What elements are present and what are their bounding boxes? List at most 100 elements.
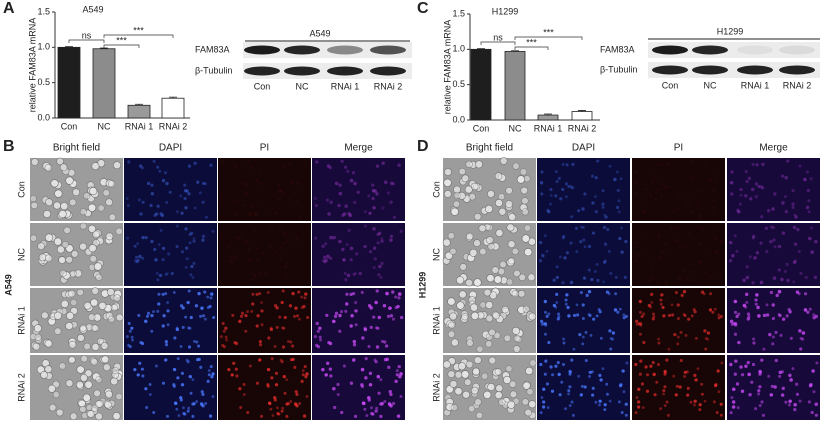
cell bbox=[397, 163, 401, 167]
cell bbox=[780, 370, 784, 374]
cell bbox=[387, 365, 391, 369]
cell bbox=[342, 212, 347, 216]
cell bbox=[730, 396, 734, 400]
cell bbox=[338, 313, 342, 318]
cell bbox=[328, 367, 333, 371]
cell bbox=[774, 330, 778, 334]
cell bbox=[452, 200, 461, 208]
cell bbox=[728, 240, 733, 245]
cell bbox=[176, 357, 180, 361]
cell bbox=[759, 241, 763, 245]
cell bbox=[382, 304, 387, 308]
cell bbox=[591, 231, 596, 235]
cell bbox=[468, 193, 476, 201]
cell bbox=[575, 250, 579, 254]
micrograph-image bbox=[443, 157, 536, 221]
cell bbox=[277, 183, 281, 187]
cell bbox=[274, 371, 279, 375]
cell bbox=[350, 314, 354, 318]
cell bbox=[375, 326, 379, 330]
cell bbox=[456, 276, 465, 285]
cell bbox=[255, 258, 259, 262]
cell bbox=[602, 280, 606, 284]
cell bbox=[706, 337, 710, 341]
cell bbox=[40, 311, 49, 320]
cell bbox=[345, 243, 349, 247]
cell bbox=[102, 189, 110, 197]
cell bbox=[710, 276, 713, 279]
micrograph-image bbox=[124, 223, 217, 286]
cell bbox=[603, 403, 607, 407]
cell bbox=[300, 379, 304, 383]
cell bbox=[283, 273, 286, 276]
cell bbox=[609, 347, 613, 351]
cell bbox=[735, 314, 739, 319]
cell bbox=[443, 190, 452, 198]
cell bbox=[665, 186, 670, 190]
cell bbox=[301, 373, 305, 377]
cell bbox=[709, 292, 713, 296]
micrograph-image bbox=[442, 355, 537, 420]
cell bbox=[371, 188, 376, 193]
micrograph-image bbox=[124, 355, 217, 420]
cell bbox=[791, 188, 795, 193]
bar bbox=[571, 111, 593, 121]
cell bbox=[324, 242, 328, 246]
cell bbox=[666, 413, 670, 417]
column-header: Bright field bbox=[466, 143, 513, 154]
cell bbox=[255, 178, 260, 183]
cell bbox=[729, 180, 734, 185]
cell bbox=[349, 324, 353, 328]
cell bbox=[470, 311, 479, 321]
cell bbox=[266, 367, 271, 372]
cell bbox=[757, 184, 761, 189]
cell bbox=[615, 205, 620, 210]
cell bbox=[211, 395, 215, 398]
cell bbox=[570, 215, 574, 219]
cell bbox=[153, 247, 157, 252]
cell bbox=[353, 272, 357, 276]
cell bbox=[754, 298, 758, 302]
cell bbox=[795, 382, 799, 386]
cell bbox=[183, 189, 188, 193]
cell bbox=[388, 389, 392, 394]
cell bbox=[201, 392, 205, 396]
cell bbox=[676, 335, 680, 339]
cell bbox=[457, 362, 466, 371]
cell bbox=[567, 314, 571, 318]
cell bbox=[565, 251, 570, 255]
cell bbox=[713, 210, 716, 213]
cell bbox=[597, 308, 601, 312]
cell bbox=[336, 382, 340, 387]
cell bbox=[355, 252, 359, 256]
image-background bbox=[218, 158, 311, 221]
cell bbox=[279, 266, 282, 269]
cell bbox=[642, 340, 646, 345]
cell bbox=[165, 272, 169, 276]
cell bbox=[354, 309, 358, 313]
cell bbox=[603, 242, 608, 246]
image-background bbox=[727, 223, 820, 286]
cell bbox=[495, 229, 504, 238]
cell bbox=[760, 185, 765, 190]
cell bbox=[588, 374, 592, 378]
blot-band bbox=[652, 65, 688, 75]
cell bbox=[354, 301, 358, 305]
cell bbox=[138, 254, 142, 259]
cell bbox=[383, 340, 387, 344]
micrograph-image bbox=[443, 287, 537, 353]
cell bbox=[513, 269, 521, 278]
cell bbox=[192, 239, 196, 243]
blot-band bbox=[737, 45, 773, 55]
cell bbox=[29, 234, 38, 242]
cell bbox=[498, 398, 506, 406]
cell bbox=[509, 390, 518, 399]
cell bbox=[769, 240, 773, 244]
y-tick-label: 1.0 bbox=[452, 44, 465, 54]
cell bbox=[345, 302, 349, 306]
cell bbox=[704, 347, 708, 351]
blot-band bbox=[692, 45, 728, 55]
cell bbox=[391, 317, 395, 321]
cell bbox=[323, 259, 327, 264]
